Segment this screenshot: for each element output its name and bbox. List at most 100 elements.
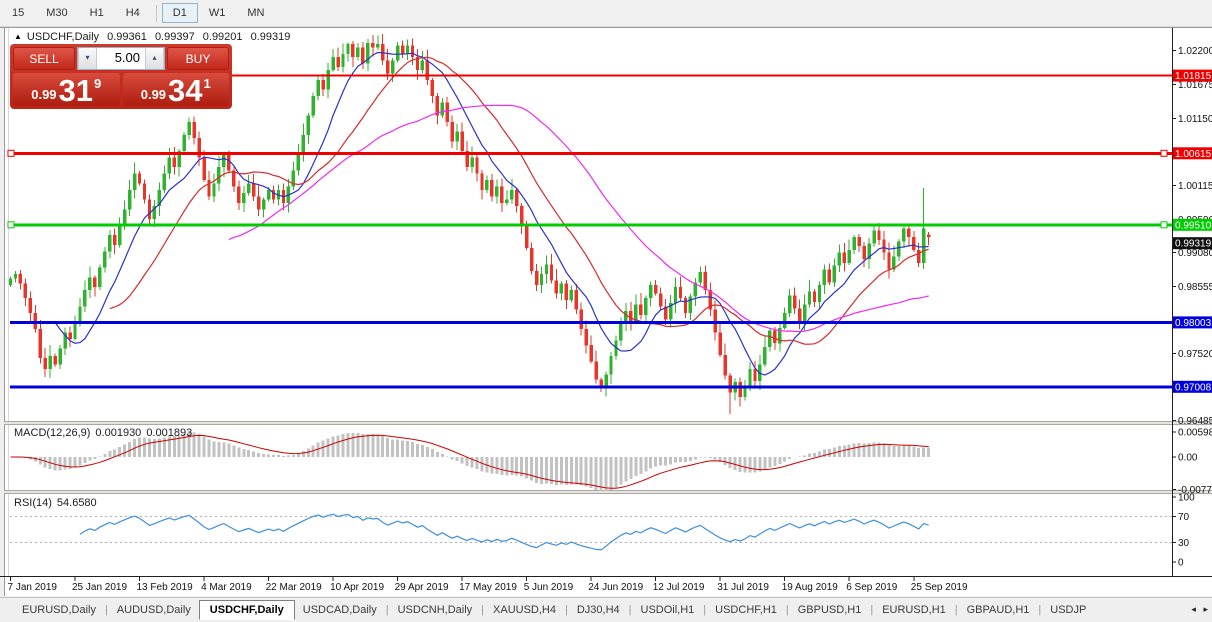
collapse-triangle-icon[interactable]: ▲ [14, 32, 22, 41]
tab-scroll-right-icon[interactable]: ▸ [1203, 604, 1208, 614]
date-label-31-Jul-2019: 31 Jul 2019 [717, 582, 769, 593]
rsi-name: RSI(14) [14, 497, 52, 509]
price-tick-1.02200: 1.02200 [1178, 46, 1212, 57]
tab-usdchf-daily[interactable]: USDCHF,Daily [198, 600, 295, 620]
level-handle[interactable] [7, 221, 15, 229]
macd-value: 0.001930 [95, 427, 142, 439]
timeframe-button-h1[interactable]: H1 [89, 7, 104, 19]
timeframe-button-mn[interactable]: MN [247, 7, 265, 19]
buy-price-big: 34 [168, 73, 203, 108]
timeframe-button-m30[interactable]: M30 [46, 7, 68, 19]
level-axis-label-0.99510-bg [1173, 218, 1212, 231]
volume-increase-button[interactable]: ▴ [145, 48, 164, 69]
timeframe-toolbar: 15 M30 H1 H4 D1 W1 MN [0, 0, 1212, 27]
macd-name: MACD(12,26,9) [14, 427, 91, 439]
macd-tick--0.007737: -0.007737 [1178, 485, 1212, 496]
timeframe-button-w1[interactable]: W1 [208, 7, 226, 19]
toolbar-separator [155, 4, 157, 22]
buy-button[interactable]: BUY [167, 47, 229, 70]
volume-input[interactable]: 5.00 [114, 50, 140, 65]
timeframe-button-h4[interactable]: H4 [125, 7, 140, 19]
pane-splitter-2[interactable] [4, 490, 1212, 494]
date-label-4-Mar-2019: 4 Mar 2019 [201, 582, 252, 593]
date-label-22-Mar-2019: 22 Mar 2019 [266, 582, 323, 593]
macd-signal-value: 0.001893 [146, 427, 193, 439]
one-click-trading-panel: SELL ▾ 5.00 ▴ BUY 0.99 31 9 0.99 34 1 [10, 44, 232, 109]
level-axis-label-1.00615-bg [1173, 147, 1212, 160]
chevron-down-icon: ▾ [85, 53, 90, 62]
tab-dj30-h4[interactable]: DJ30,H4 [576, 604, 620, 616]
tab-separator: | [785, 604, 789, 616]
buy-price-base: 0.99 [140, 87, 167, 102]
tab-eurusd-daily[interactable]: EURUSD,Daily [22, 604, 96, 616]
ohlc-close: 0.99319 [250, 31, 291, 43]
level-axis-label-0.97008: 0.97008 [1175, 382, 1212, 393]
tab-usdcad-daily[interactable]: USDCAD,Daily [302, 604, 377, 616]
moving-average-10 [54, 51, 929, 376]
date-label-25-Sep-2019: 25 Sep 2019 [911, 582, 968, 593]
date-label-7-Jan-2019: 7 Jan 2019 [8, 582, 58, 593]
timeframe-button-d1[interactable]: D1 [161, 3, 198, 23]
ohlc-high: 0.99397 [154, 31, 195, 43]
date-label-25-Jan-2019: 25 Jan 2019 [72, 582, 127, 593]
level-axis-label-1.01815-bg [1173, 69, 1212, 82]
tab-separator: | [385, 604, 389, 616]
rsi-value: 54.6580 [56, 497, 97, 509]
level-axis-label-0.97008-bg [1173, 380, 1212, 393]
sell-price-sup: 9 [94, 76, 102, 91]
chevron-up-icon: ▴ [152, 53, 157, 62]
buy-price-button[interactable]: 0.99 34 1 [122, 73, 229, 108]
tab-gbpusd-h1[interactable]: GBPUSD,H1 [797, 604, 862, 616]
tab-usdjp[interactable]: USDJP [1050, 604, 1087, 616]
tab-separator: | [954, 604, 958, 616]
price-tick-0.98555: 0.98555 [1178, 282, 1212, 293]
volume-spinner: ▾ 5.00 ▴ [77, 47, 165, 70]
level-axis-label-0.98003: 0.98003 [1175, 318, 1212, 329]
rsi-tick-70: 70 [1178, 512, 1190, 523]
macd-signal-line [10, 434, 929, 489]
tab-usdcnh-daily[interactable]: USDCNH,Daily [397, 604, 473, 616]
macd-histogram [14, 432, 931, 492]
tab-scroll-left-icon[interactable]: ◂ [1191, 604, 1196, 614]
ohlc-open: 0.99361 [107, 31, 147, 43]
level-handle[interactable] [1160, 149, 1168, 157]
tab-gbpaud-h1[interactable]: GBPAUD,H1 [966, 604, 1030, 616]
pane-splitter-1[interactable] [4, 421, 1212, 425]
tab-eurusd-h1[interactable]: EURUSD,H1 [882, 604, 946, 616]
chart-header: ▲ USDCHF,Daily 0.99361 0.99397 0.99201 0.… [14, 31, 290, 43]
sell-price-button[interactable]: 0.99 31 9 [13, 73, 120, 106]
symbol-tabbar: EURUSD,Daily | AUDUSD,Daily USDCHF,Daily USD… [0, 597, 1212, 622]
price-tick-1.00115: 1.00115 [1178, 181, 1212, 192]
moving-average-45 [228, 104, 929, 333]
volume-decrease-button[interactable]: ▾ [78, 48, 97, 69]
date-label-5-Jun-2019: 5 Jun 2019 [524, 582, 574, 593]
macd-tick-0.00: 0.00 [1178, 453, 1198, 464]
date-label-12-Jul-2019: 12 Jul 2019 [653, 582, 705, 593]
sell-button[interactable]: SELL [13, 47, 75, 70]
level-axis-label-1.00615: 1.00615 [1175, 149, 1212, 160]
current-price-label-bg [1173, 237, 1212, 250]
macd-pane-label: MACD(12,26,9) 0.001930 0.001893 [14, 427, 197, 439]
date-label-24-Jun-2019: 24 Jun 2019 [588, 582, 643, 593]
date-label-13-Feb-2019: 13 Feb 2019 [137, 582, 194, 593]
level-handle[interactable] [7, 149, 15, 157]
sell-price-base: 0.99 [31, 87, 57, 102]
tab-separator: | [870, 604, 874, 616]
level-axis-label-0.99510: 0.99510 [1175, 220, 1212, 231]
rsi-tick-30: 30 [1178, 538, 1190, 549]
price-tick-0.99080: 0.99080 [1178, 248, 1212, 259]
tab-audusd-daily[interactable]: AUDUSD,Daily [116, 604, 191, 616]
date-label-17-May-2019: 17 May 2019 [459, 582, 517, 593]
timeframe-button-15[interactable]: 15 [12, 7, 25, 19]
date-label-6-Sep-2019: 6 Sep 2019 [846, 582, 898, 593]
level-handle[interactable] [1160, 221, 1168, 229]
date-label-19-Aug-2019: 19 Aug 2019 [782, 582, 839, 593]
tab-separator: | [564, 604, 568, 616]
tab-separator: | [703, 604, 707, 616]
chart-symbol-period: USDCHF,Daily [26, 31, 100, 43]
tab-usdoil-h1[interactable]: USDOil,H1 [640, 604, 695, 616]
sell-price-big: 31 [58, 73, 94, 108]
tab-xauusd-h4[interactable]: XAUUSD,H4 [493, 604, 556, 616]
tab-usdchf-h1[interactable]: USDCHF,H1 [715, 604, 777, 616]
